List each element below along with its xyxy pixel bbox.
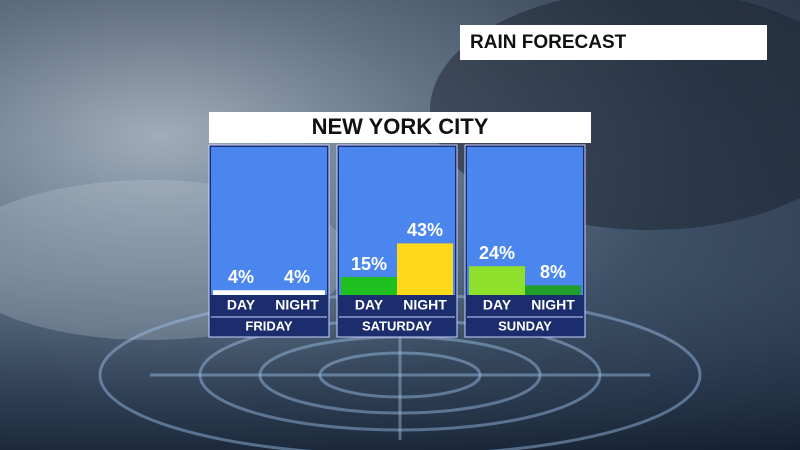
tag: RAIN FORECAST [470,32,627,53]
category-label: SATURDAY [362,318,432,333]
value-label: 4% [228,267,254,287]
chart-title: NEW YORK CITY [312,114,489,139]
tag-box [460,25,767,60]
category-label: SUNDAY [498,318,552,333]
value-label: 4% [284,267,310,287]
series-label: NIGHT [531,297,575,313]
bar [341,277,397,295]
series-label: DAY [483,297,512,313]
value-label: 24% [479,243,515,263]
value-label: 43% [407,220,443,240]
value-label: 8% [540,262,566,282]
series-label: DAY [227,297,256,313]
value-label: 15% [351,254,387,274]
category-label: FRIDAY [245,318,293,333]
series-label: NIGHT [275,297,319,313]
series-label: NIGHT [403,297,447,313]
series-label: DAY [355,297,384,313]
bar [469,266,525,295]
bar [525,285,581,295]
bar [213,290,269,295]
bar [269,290,325,295]
title-box [209,112,591,143]
panel-plot [211,147,327,295]
bar [397,243,453,295]
